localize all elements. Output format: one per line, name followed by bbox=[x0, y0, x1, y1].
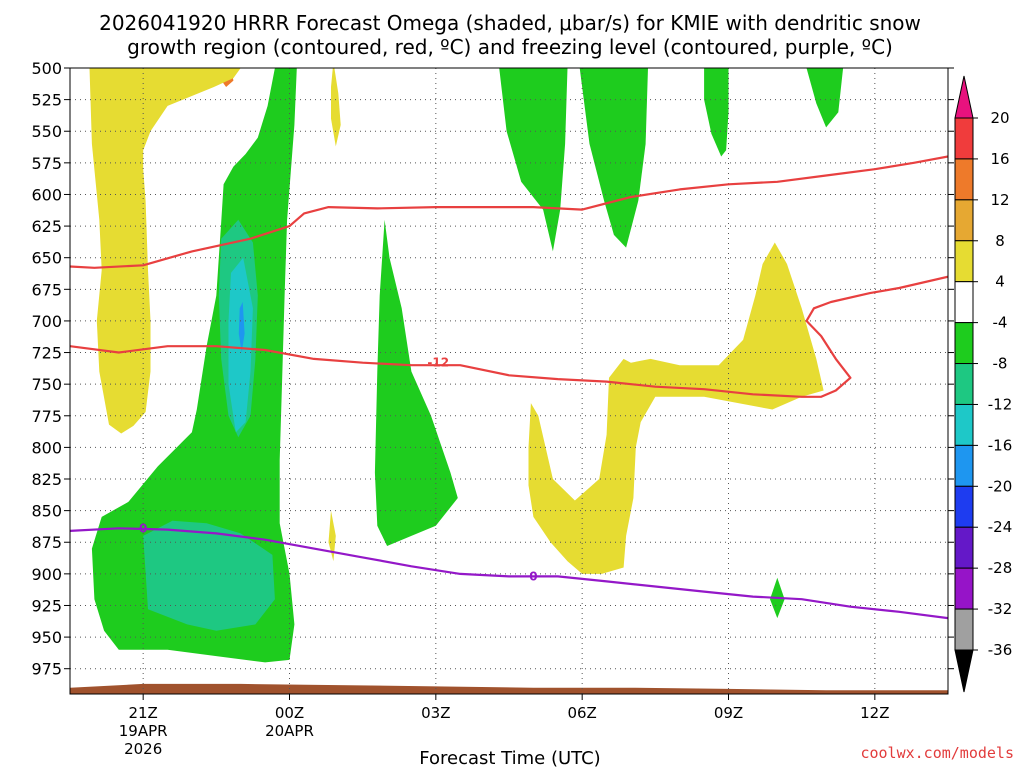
omega-region-4-7 bbox=[331, 68, 341, 147]
y-tick-label-850: 850 bbox=[31, 502, 62, 521]
plot-frame bbox=[69, 67, 949, 695]
colorbar-tick-label-10: -24 bbox=[988, 518, 1013, 536]
contour-label-1-0: -12 bbox=[427, 356, 449, 370]
y-tick-label-800: 800 bbox=[31, 438, 62, 457]
y-tick-label-725: 725 bbox=[31, 344, 62, 363]
colorbar-segment-6 bbox=[954, 322, 974, 365]
y-tick-label-650: 650 bbox=[31, 249, 62, 268]
omega-region-neg4-14 bbox=[704, 68, 729, 157]
colorbar-tick-label-6: -8 bbox=[993, 355, 1008, 373]
y-tick-label-700: 700 bbox=[31, 312, 62, 331]
x-axis-title: Forecast Time (UTC) bbox=[419, 748, 600, 768]
contour-label-2-1: 0 bbox=[139, 521, 147, 535]
contour-line-0 bbox=[70, 155, 948, 269]
y-tick-label-525: 525 bbox=[31, 91, 62, 110]
x-tick-label-27-0: 03Z bbox=[421, 704, 450, 722]
y-tick-label-675: 675 bbox=[31, 280, 62, 299]
x-tick-label-33-0: 09Z bbox=[714, 704, 743, 722]
x-tick-label-24-1: 20APR bbox=[265, 722, 314, 740]
contour-line-1 bbox=[70, 275, 948, 398]
colorbar-tick-label-13: -36 bbox=[988, 641, 1013, 659]
omega-region-neg4-11 bbox=[374, 219, 458, 547]
colorbar-segment-3 bbox=[954, 199, 974, 242]
y-tick-label-925: 925 bbox=[31, 596, 62, 615]
colorbar-tick-label-12: -32 bbox=[988, 600, 1013, 618]
colorbar-segment-5 bbox=[954, 281, 974, 324]
colorbar-tick-label-11: -28 bbox=[988, 559, 1013, 577]
y-tick-label-625: 625 bbox=[31, 217, 62, 236]
colorbar-top-arrow bbox=[954, 75, 974, 119]
colorbar-segment-12 bbox=[954, 567, 974, 610]
y-tick-label-950: 950 bbox=[31, 628, 62, 647]
colorbar-segment-7 bbox=[954, 363, 974, 405]
colorbar-tick-label-1: 16 bbox=[990, 150, 1009, 168]
contour-line-2 bbox=[70, 527, 948, 620]
colorbar-bottom-arrow bbox=[954, 649, 974, 693]
y-tick-label-875: 875 bbox=[31, 533, 62, 552]
credit-text: coolwx.com/models bbox=[860, 744, 1014, 762]
x-tick-label-21-0: 21Z bbox=[128, 704, 157, 722]
colorbar-segment-8 bbox=[954, 403, 974, 446]
omega-region-neg16-20 bbox=[238, 302, 245, 353]
x-tick-label-24-0: 00Z bbox=[275, 704, 304, 722]
chart-title-line-2: growth region (contoured, red, ºC) and f… bbox=[127, 35, 893, 59]
y-tick-label-550: 550 bbox=[31, 122, 62, 141]
plot-area: -12 0 0 bbox=[69, 67, 949, 695]
y-tick-label-500: 500 bbox=[31, 59, 62, 78]
omega-region-4-8 bbox=[328, 510, 336, 562]
omega-region-neg8-17 bbox=[143, 520, 275, 631]
plot-inner: -12 0 0 bbox=[70, 68, 948, 694]
x-tick-label-21-2: 2026 bbox=[124, 740, 162, 758]
omega-region-4-6 bbox=[74, 68, 241, 434]
colorbar-segment-10 bbox=[954, 485, 974, 528]
colorbar-tick-label-2: 12 bbox=[990, 191, 1009, 209]
colorbar-tick-label-4: 4 bbox=[995, 273, 1005, 291]
y-tick-label-825: 825 bbox=[31, 470, 62, 489]
colorbar-tick-label-0: 20 bbox=[990, 109, 1009, 127]
colorbar-tick-label-8: -16 bbox=[988, 436, 1013, 454]
colorbar-tick-label-7: -12 bbox=[988, 395, 1013, 413]
y-tick-label-975: 975 bbox=[31, 660, 62, 679]
terrain-fill bbox=[70, 683, 948, 694]
y-axis: 500 525 550 575 600 625 650 675 700 725 750 775 800 8… bbox=[31, 59, 954, 679]
y-tick-label-750: 750 bbox=[31, 375, 62, 394]
omega-region-neg4-13 bbox=[579, 68, 648, 248]
colorbar: 20 16 12 8 4 -4 -8 -12 -16 -20 -24 -28 -32 -36 bbox=[954, 75, 1013, 693]
contour-label-2-0: 0 bbox=[529, 569, 537, 583]
colorbar-tick-label-9: -20 bbox=[988, 477, 1013, 495]
colorbar-tick-label-5: -4 bbox=[993, 314, 1008, 332]
omega-region-4-9 bbox=[528, 242, 824, 574]
x-tick-label-36-0: 12Z bbox=[860, 704, 889, 722]
y-tick-label-900: 900 bbox=[31, 565, 62, 584]
y-tick-label-775: 775 bbox=[31, 407, 62, 426]
colorbar-segment-4 bbox=[954, 240, 974, 283]
colorbar-tick-label-3: 8 bbox=[995, 232, 1005, 250]
y-tick-label-600: 600 bbox=[31, 185, 62, 204]
omega-region-neg4-15 bbox=[806, 68, 844, 128]
colorbar-segment-13 bbox=[954, 608, 974, 651]
colorbar-segment-11 bbox=[954, 526, 974, 569]
x-tick-label-30-0: 06Z bbox=[567, 704, 596, 722]
chart-title-line-1: 2026041920 HRRR Forecast Omega (shaded, … bbox=[99, 11, 921, 35]
colorbar-segment-2 bbox=[954, 158, 974, 201]
omega-region-neg4-12 bbox=[499, 68, 568, 252]
y-tick-label-575: 575 bbox=[31, 154, 62, 173]
colorbar-segment-1 bbox=[954, 117, 974, 160]
colorbar-segment-9 bbox=[954, 444, 974, 487]
x-tick-label-21-1: 19APR bbox=[119, 722, 168, 740]
